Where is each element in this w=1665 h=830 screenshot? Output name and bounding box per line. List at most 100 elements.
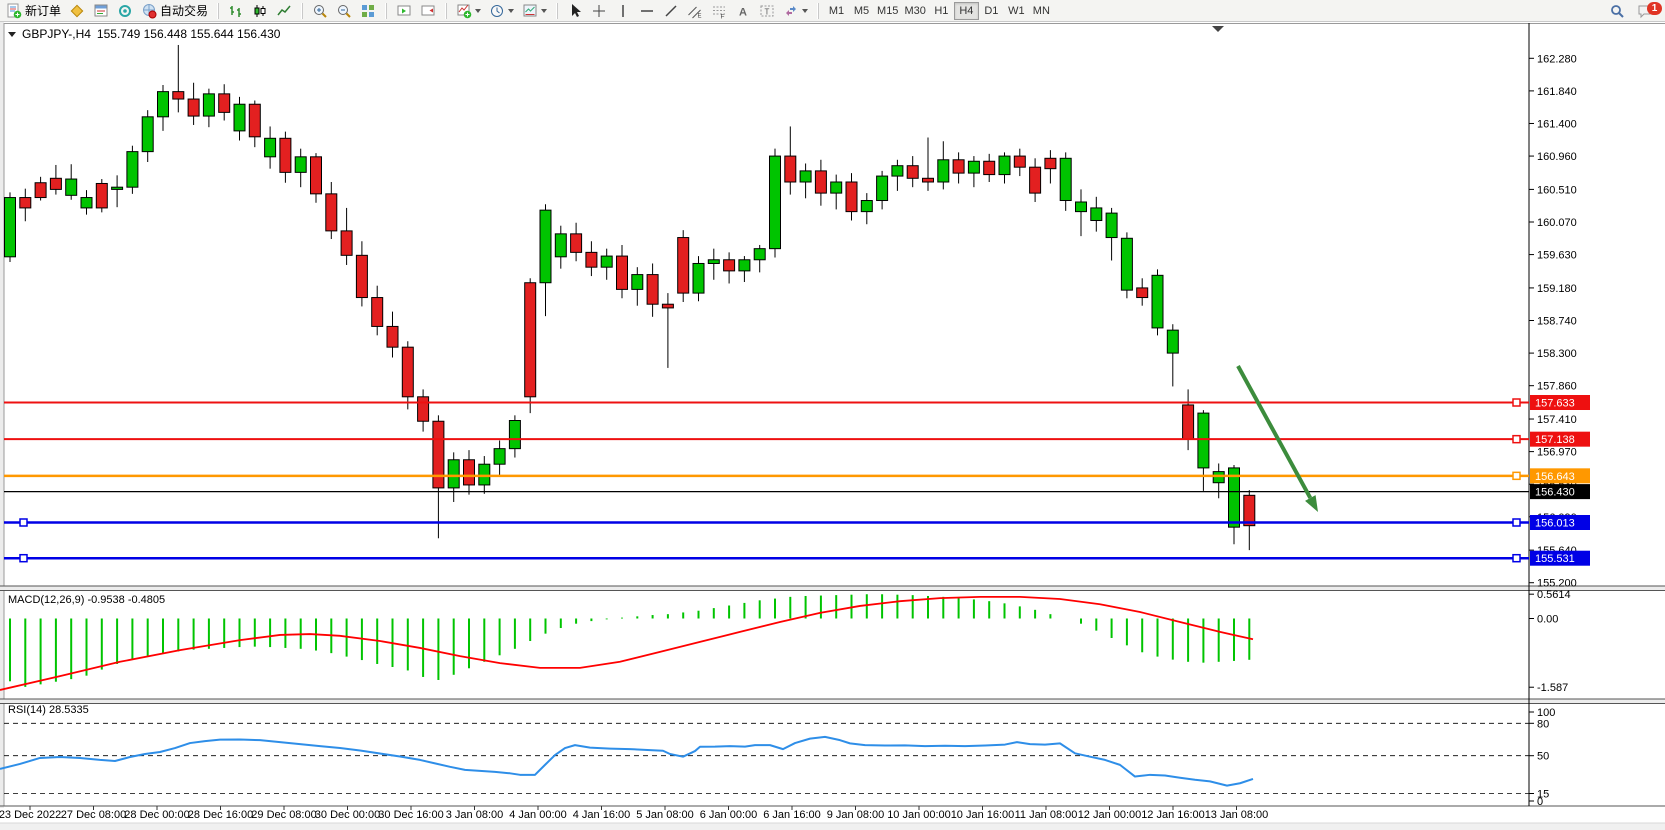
bar-chart-button[interactable]: [224, 1, 248, 21]
text-label-button[interactable]: T: [755, 1, 779, 21]
market-watch-button[interactable]: [89, 1, 113, 21]
line-chart-icon: [277, 5, 291, 15]
line-chart-button[interactable]: [272, 1, 296, 21]
text-button[interactable]: A: [731, 1, 755, 21]
line-handle: [1512, 471, 1521, 481]
candle: [508, 420, 521, 450]
label-t-icon: T: [760, 5, 774, 16]
horizontal-line-object[interactable]: 155.531: [4, 550, 1590, 566]
candle: [248, 103, 261, 138]
svg-text:5 Jan 08:00: 5 Jan 08:00: [636, 809, 694, 821]
candle: [1182, 404, 1195, 440]
cursor-button[interactable]: [563, 1, 587, 21]
timeframe-button-h4[interactable]: H4: [953, 1, 979, 20]
horizontal-line-object[interactable]: 157.633: [4, 395, 1590, 411]
svg-text:155.531: 155.531: [1535, 553, 1575, 565]
data-window-button[interactable]: [113, 1, 137, 21]
zoom-in-button[interactable]: [308, 1, 332, 21]
horizontal-line-object[interactable]: 157.138: [4, 431, 1590, 447]
tile-windows-button[interactable]: [356, 1, 380, 21]
timeframe-button-m1[interactable]: M1: [824, 2, 849, 20]
candle: [600, 255, 613, 268]
new-order-button[interactable]: 新订单: [2, 1, 65, 21]
timeframe-button-w1[interactable]: W1: [1004, 2, 1029, 20]
candle: [386, 325, 399, 348]
timeframe-button-m5[interactable]: M5: [849, 2, 874, 20]
price-tag: [1530, 550, 1590, 566]
fibonacci-button[interactable]: F: [707, 1, 731, 21]
candle: [707, 259, 720, 264]
toolbar-group: [224, 0, 296, 22]
svg-text:27 Dec 08:00: 27 Dec 08:00: [61, 809, 126, 821]
horizontal-line-object[interactable]: 156.430: [4, 484, 1590, 500]
timeframe-button-mn[interactable]: MN: [1029, 2, 1054, 20]
metaeditor-button[interactable]: [65, 1, 89, 21]
symbol-period-label: GBPJPY-,H4: [22, 27, 91, 41]
templates-button[interactable]: [518, 1, 551, 21]
candle: [661, 303, 674, 309]
candle: [814, 170, 827, 194]
candle: [95, 182, 108, 209]
candle: [1212, 471, 1225, 484]
horizontal-line-button[interactable]: [635, 1, 659, 21]
candle: [1013, 155, 1026, 168]
crosshair-button[interactable]: [587, 1, 611, 21]
yellow-box-icon: [70, 4, 84, 17]
candle: [830, 181, 843, 194]
candle: [539, 209, 552, 284]
candlestick-chart-button[interactable]: [248, 1, 272, 21]
auto-trading-icon: [143, 3, 157, 18]
svg-text:13 Jan 08:00: 13 Jan 08:00: [1205, 809, 1269, 821]
vline-icon: [622, 4, 624, 17]
svg-text:4 Jan 16:00: 4 Jan 16:00: [573, 809, 631, 821]
candle: [325, 193, 338, 232]
timeframe-button-m15[interactable]: M15: [874, 2, 901, 20]
candle: [646, 274, 659, 305]
auto-trading-button[interactable]: 自动交易: [137, 1, 212, 21]
candle: [355, 254, 368, 299]
timeframe-button-h1[interactable]: H1: [929, 2, 954, 20]
vertical-line-button[interactable]: [611, 1, 635, 21]
toolbar-separator: [385, 2, 388, 19]
svg-text:160.510: 160.510: [1537, 184, 1577, 196]
timeframe-button-d1[interactable]: D1: [979, 2, 1004, 20]
search-button[interactable]: [1605, 1, 1629, 21]
chart-shift-marker[interactable]: [1212, 26, 1224, 32]
svg-text:10 Jan 00:00: 10 Jan 00:00: [887, 809, 951, 821]
notifications-button[interactable]: 1: [1633, 1, 1662, 21]
zoom-out-button[interactable]: [332, 1, 356, 21]
search-icon: [1611, 4, 1624, 18]
timeframe-button-m30[interactable]: M30: [901, 2, 928, 20]
candle: [1075, 201, 1087, 213]
trendline-icon: [665, 4, 677, 17]
candle: [1136, 287, 1149, 299]
svg-text:158.740: 158.740: [1537, 316, 1577, 328]
new-order-button-label: 新订单: [25, 4, 62, 18]
indicators-icon: [457, 4, 472, 18]
trend-arrow-annotation[interactable]: [1236, 365, 1318, 512]
candle: [952, 159, 965, 174]
toolbar-separator: [445, 2, 448, 19]
indicators-button[interactable]: [452, 1, 485, 21]
candle: [616, 255, 628, 290]
cursor-icon: [572, 3, 582, 17]
horizontal-line-object[interactable]: 156.643: [4, 468, 1590, 484]
candle: [769, 155, 781, 250]
horizontal-line-object[interactable]: 156.013: [4, 514, 1590, 530]
chart-menu-caret-icon[interactable]: [8, 31, 16, 41]
chart-shift-button[interactable]: [416, 1, 440, 21]
svg-text:4 Jan 00:00: 4 Jan 00:00: [509, 809, 567, 821]
auto-scroll-button[interactable]: [392, 1, 416, 21]
candle: [340, 230, 353, 256]
svg-text:T: T: [765, 7, 770, 16]
candle: [417, 396, 430, 422]
clock-icon: [491, 4, 504, 17]
equidistant-channel-button[interactable]: E: [683, 1, 707, 21]
candle: [202, 93, 215, 117]
trendline-button[interactable]: [659, 1, 683, 21]
periods-button[interactable]: [485, 1, 518, 21]
candle: [1197, 412, 1210, 469]
svg-text:15: 15: [1537, 789, 1549, 801]
arrows-button[interactable]: [779, 1, 812, 21]
